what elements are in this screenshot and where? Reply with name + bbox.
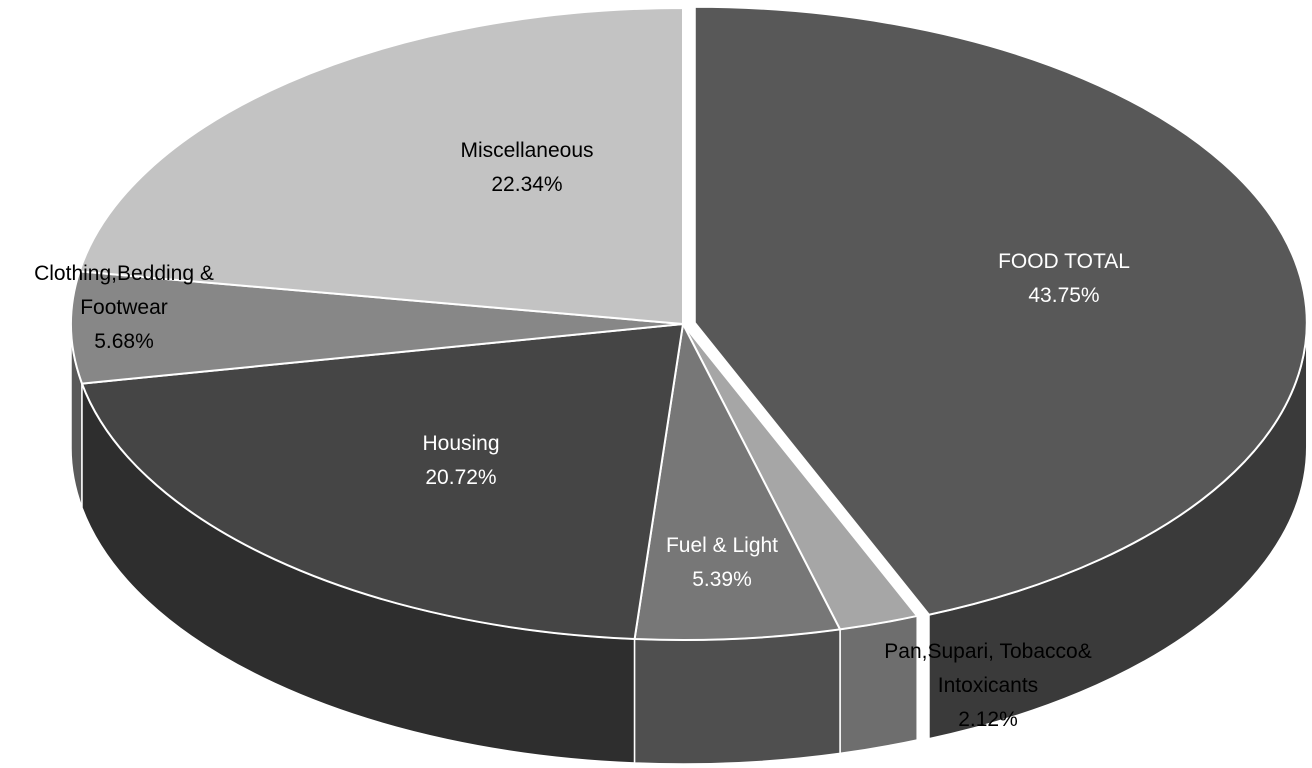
pie-slice-housing [80,323,684,641]
pie-slice-miscellaneous [78,7,684,325]
pie-label-line: Pan,Supari, Tobacco& [884,640,1091,663]
pie-slice-fuel-light [633,323,842,641]
pie-slice-clothing-bedding [70,270,684,385]
pie-label-food-total: FOOD TOTAL 43.75% [998,250,1130,307]
pie-label-housing: Housing 20.72% [422,432,499,489]
pie-tops [70,5,1308,641]
pie-label-line: 22.34% [491,173,562,196]
pie-label-miscellaneous: Miscellaneous 22.34% [460,139,593,196]
pie-label-line: Intoxicants [938,674,1038,697]
pie-label-line: Miscellaneous [460,139,593,162]
pie-sides [70,322,1308,765]
pie-labels: FOOD TOTAL 43.75% Pan,Supari, Tobacco& Into… [34,139,1130,731]
pie-label-pan-supari-tobacco: Pan,Supari, Tobacco& Intoxicants 2.12% [884,640,1091,731]
pie-label-line: Clothing,Bedding & [34,262,214,285]
pie-label-line: Housing [422,432,499,455]
pie-slice-food-total [693,5,1308,616]
pie-label-fuel-light: Fuel & Light 5.39% [666,534,778,591]
pie-label-line: 20.72% [425,466,496,489]
pie-label-line: 2.12% [958,708,1018,731]
pie-label-line: 43.75% [1028,284,1099,307]
pie-label-line: Fuel & Light [666,534,778,557]
pie-label-clothing-bedding: Clothing,Bedding & Footwear 5.68% [34,262,214,353]
pie-side-pan-supari-tobacco [839,615,918,755]
pie-label-line: 5.39% [692,568,752,591]
pie-label-line: FOOD TOTAL [998,250,1130,273]
pie-label-line: Footwear [80,296,168,319]
pie-label-line: 5.68% [94,330,154,353]
pie-side-fuel-light [633,628,841,765]
